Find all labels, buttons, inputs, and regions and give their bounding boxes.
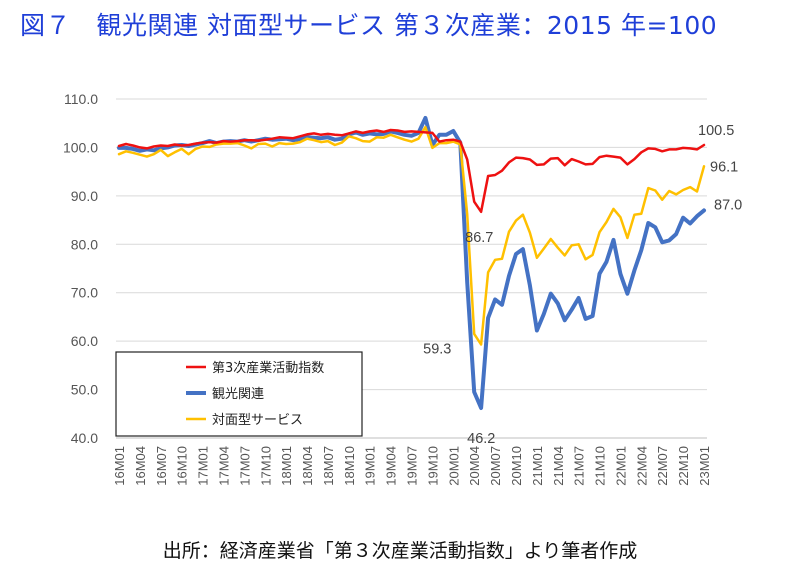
x-tick-label: 19M10 (425, 446, 440, 486)
x-tick-label: 22M01 (613, 446, 628, 486)
y-tick-label: 60.0 (71, 333, 98, 349)
x-tick-label: 17M07 (237, 446, 252, 486)
y-tick-label: 50.0 (71, 382, 98, 398)
x-tick-label: 21M01 (530, 446, 545, 486)
x-tick-label: 16M07 (154, 446, 169, 486)
x-tick-label: 21M04 (551, 446, 566, 486)
x-tick-label: 16M01 (112, 446, 127, 486)
x-tick-label: 17M10 (258, 446, 273, 486)
x-tick-label: 23M01 (697, 446, 712, 486)
legend-label: 観光関連 (212, 387, 264, 402)
y-tick-label: 90.0 (71, 188, 98, 204)
x-tick-label: 16M10 (175, 446, 190, 486)
data-label: 86.7 (465, 230, 493, 246)
x-tick-label: 18M10 (342, 446, 357, 486)
data-label: 96.1 (710, 159, 738, 175)
source-note: 出所：経済産業省「第３次産業活動指数」より筆者作成 (162, 540, 638, 562)
x-tick-label: 18M04 (300, 446, 315, 486)
x-tick-label: 19M04 (384, 446, 399, 486)
x-tick-label: 20M10 (509, 446, 524, 486)
x-tick-label: 17M01 (196, 446, 211, 486)
data-label: 46.2 (467, 431, 495, 447)
y-tick-label: 70.0 (71, 285, 98, 301)
y-tick-label: 40.0 (71, 430, 98, 446)
x-axis: 16M01 16M04 16M07 16M10 17M01 17M04 17M07 17M10… (112, 437, 712, 486)
x-tick-label: 20M04 (467, 446, 482, 486)
x-tick-label: 20M07 (488, 446, 503, 486)
x-tick-label: 17M04 (216, 446, 231, 486)
y-tick-label: 110.0 (64, 91, 98, 107)
legend-box (115, 351, 363, 437)
data-labels: 100.5 96.1 87.0 86.7 59.3 46.2 (423, 123, 742, 447)
series-line-2 (117, 125, 706, 346)
legend-label: 第3次産業活動指数 (212, 360, 324, 376)
data-label: 100.5 (698, 123, 734, 139)
x-tick-label: 16M04 (133, 446, 148, 486)
x-tick-label: 18M01 (279, 446, 294, 486)
x-tick-label: 19M01 (363, 446, 378, 486)
y-tick-label: 80.0 (71, 236, 98, 252)
series-line-0 (117, 128, 706, 214)
x-tick-label: 18M07 (321, 446, 336, 486)
y-axis: 40.0 50.0 60.0 70.0 80.0 90.0 100.0 110.0 (63, 91, 98, 446)
x-tick-label: 22M04 (634, 446, 649, 486)
data-label: 87.0 (714, 197, 742, 213)
legend-label: 対面型サービス (212, 413, 303, 428)
y-tick-label: 100.0 (63, 139, 98, 155)
series-lines (117, 115, 706, 410)
x-tick-label: 22M07 (655, 446, 670, 486)
x-tick-label: 21M07 (572, 446, 587, 486)
figure-title: 図７ 観光関連 対面型サービス 第３次産業：2015 年=100 (20, 11, 718, 40)
x-tick-label: 20M01 (446, 446, 461, 486)
x-tick-label: 22M10 (676, 446, 691, 486)
data-label: 59.3 (423, 342, 451, 358)
x-tick-label: 21M10 (593, 446, 608, 486)
x-tick-label: 19M07 (405, 446, 420, 486)
